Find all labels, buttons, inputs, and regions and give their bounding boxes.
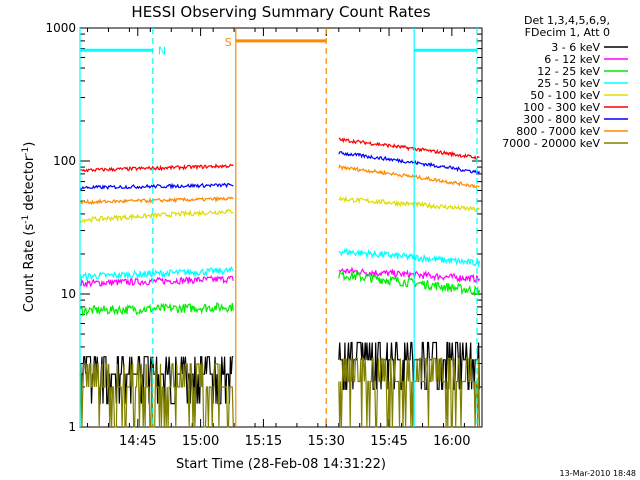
x-tick-label: 15:15 bbox=[245, 434, 282, 449]
series-line bbox=[79, 195, 234, 206]
y-axis-label-sup1: -1 bbox=[21, 215, 31, 224]
saa-flag-label: S bbox=[225, 36, 232, 49]
x-tick-label: 15:30 bbox=[307, 434, 344, 449]
series-line bbox=[79, 275, 234, 288]
series-line bbox=[79, 265, 234, 282]
legend-label: 25 - 50 keV bbox=[537, 77, 600, 90]
legend-header: Det 1,3,4,5,6,9, bbox=[524, 14, 610, 27]
legend-label: 6 - 12 keV bbox=[544, 53, 600, 66]
series-line bbox=[338, 164, 480, 189]
series-line bbox=[79, 163, 234, 173]
series-line bbox=[79, 182, 234, 191]
legend-label: 50 - 100 keV bbox=[530, 89, 600, 102]
x-tick-label: 16:00 bbox=[433, 434, 470, 449]
series-line bbox=[79, 301, 234, 317]
night-flag-label: N bbox=[158, 44, 166, 57]
flag-markers: SN bbox=[79, 28, 478, 427]
series-line bbox=[338, 151, 481, 175]
series-line bbox=[79, 208, 234, 224]
y-axis-label-mid: detector bbox=[22, 155, 37, 215]
y-axis-label-end: ) bbox=[22, 142, 37, 147]
y-tick-label: 100 bbox=[53, 154, 76, 168]
plot-series bbox=[79, 137, 481, 428]
x-tick-label: 15:45 bbox=[370, 434, 407, 449]
legend-label: 3 - 6 keV bbox=[551, 41, 600, 54]
x-tick-label: 14:45 bbox=[119, 434, 156, 449]
y-axis-label-sup2: -1 bbox=[21, 147, 31, 156]
series-line bbox=[338, 137, 480, 160]
y-tick-label: 1 bbox=[68, 420, 76, 434]
x-axis-label: Start Time (28-Feb-08 14:31:22) bbox=[176, 457, 386, 472]
y-axis-label-base: Count Rate (s bbox=[22, 224, 37, 313]
y-tick-label: 1000 bbox=[45, 21, 76, 35]
series-line bbox=[338, 270, 481, 298]
legend-label: 800 - 7000 keV bbox=[516, 125, 600, 138]
legend-label: 100 - 300 keV bbox=[523, 101, 600, 114]
footer-date: 13-Mar-2010 18:48 bbox=[560, 469, 637, 478]
legend-header: FDecim 1, Att 0 bbox=[525, 26, 610, 39]
series-line bbox=[79, 363, 234, 428]
y-axis-label: Count Rate (s-1 detector-1) bbox=[21, 142, 37, 313]
series-line bbox=[338, 357, 481, 428]
legend: Det 1,3,4,5,6,9,FDecim 1, Att 0 3 - 6 keV… bbox=[502, 14, 628, 150]
x-tick-label: 15:00 bbox=[182, 434, 219, 449]
x-axis: 14:45 15:00 15:15 15:30 15:45 16:00 bbox=[87, 28, 471, 449]
legend-label: 300 - 800 keV bbox=[523, 113, 600, 126]
y-tick-label: 10 bbox=[61, 287, 76, 301]
chart-title: HESSI Observing Summary Count Rates bbox=[131, 3, 430, 21]
legend-label: 12 - 25 keV bbox=[537, 65, 600, 78]
series-line bbox=[338, 246, 481, 267]
legend-label: 7000 - 20000 keV bbox=[502, 137, 600, 150]
series-line bbox=[338, 195, 480, 212]
series-line bbox=[79, 356, 234, 405]
